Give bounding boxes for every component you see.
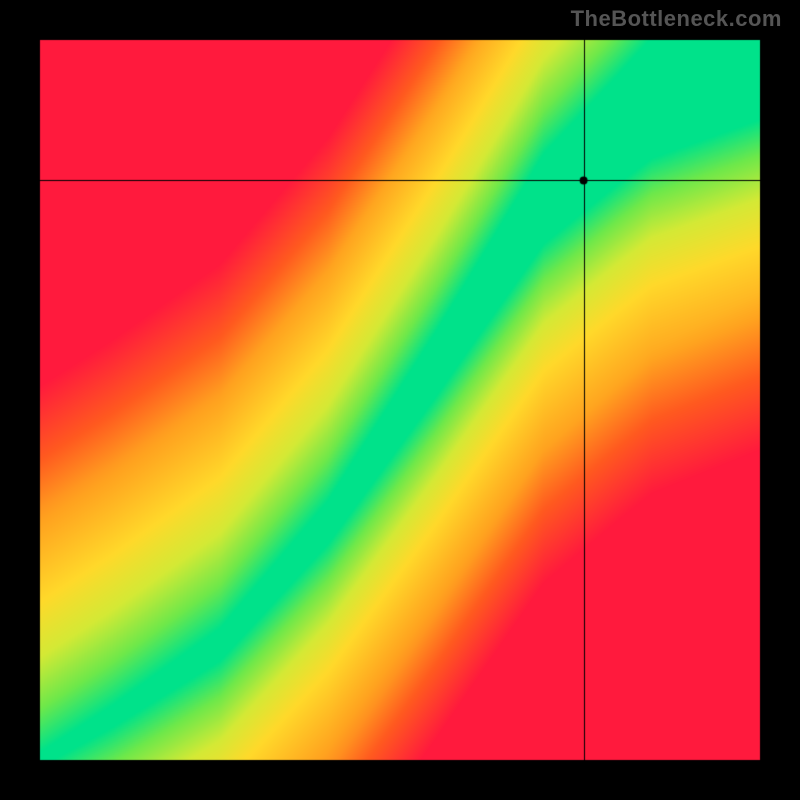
heatmap-canvas xyxy=(0,0,800,800)
chart-container: TheBottleneck.com xyxy=(0,0,800,800)
watermark-label: TheBottleneck.com xyxy=(571,6,782,32)
